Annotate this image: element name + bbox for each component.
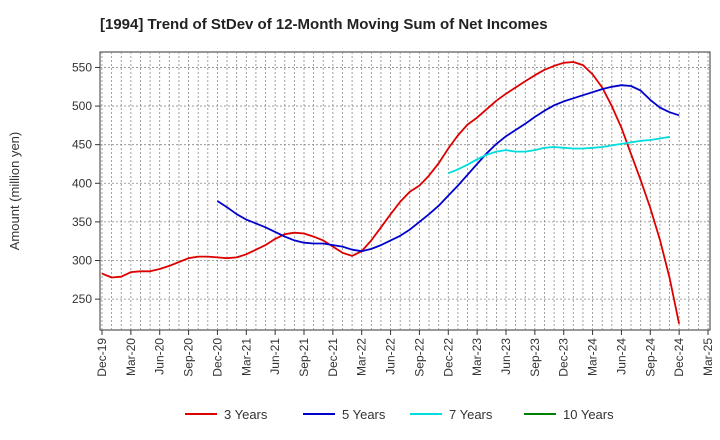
legend-label: 7 Years <box>449 407 493 422</box>
x-tick-label: Dec-24 <box>672 338 686 377</box>
y-tick-label: 450 <box>72 138 92 152</box>
x-tick-label: Sep-23 <box>528 338 542 377</box>
x-tick-label: Dec-23 <box>557 338 571 377</box>
x-tick-label: Jun-21 <box>268 338 282 375</box>
x-tick-label: Mar-20 <box>124 338 138 376</box>
x-tick-label: Mar-24 <box>586 338 600 376</box>
y-tick-label: 250 <box>72 292 92 306</box>
series-lines <box>101 61 680 324</box>
x-tick-label: Mar-23 <box>470 338 484 376</box>
x-tick-label: Dec-20 <box>210 338 224 377</box>
series-line-7-years <box>447 136 670 175</box>
x-tick-label: Jun-24 <box>614 338 628 375</box>
x-tick-label: Sep-24 <box>643 338 657 377</box>
chart-title: [1994] Trend of StDev of 12-Month Moving… <box>100 16 548 33</box>
x-tick-label: Mar-22 <box>355 338 369 376</box>
y-tick-label: 400 <box>72 176 92 190</box>
x-tick-label: Sep-21 <box>297 338 311 377</box>
x-axis-ticks: Dec-19 Mar-20 Jun-20 Sep-20 Dec-20 Mar-21 Jun-… <box>95 330 715 377</box>
y-tick-label: 350 <box>72 215 92 229</box>
x-tick-label: Jun-22 <box>384 338 398 375</box>
legend-label: 5 Years <box>342 407 386 422</box>
series-line-3-years <box>101 61 680 324</box>
x-tick-label: Dec-21 <box>326 338 340 377</box>
x-tick-label: Jun-23 <box>499 338 513 375</box>
plot-area <box>99 51 711 331</box>
legend-label: 3 Years <box>224 407 268 422</box>
x-tick-label: Dec-19 <box>95 338 109 377</box>
x-tick-label: Mar-21 <box>239 338 253 376</box>
x-tick-label: Sep-22 <box>412 338 426 377</box>
x-tick-label: Jun-20 <box>153 338 167 375</box>
series-line-5-years <box>216 84 680 253</box>
y-axis-label: Amount (million yen) <box>7 132 22 251</box>
y-axis-ticks: 250 300 350 400 450 500 550 <box>72 60 100 306</box>
x-tick-label: Sep-20 <box>182 338 196 377</box>
x-tick-label: Mar-25 <box>701 338 715 376</box>
y-tick-label: 550 <box>72 60 92 74</box>
grid-lines <box>100 52 710 330</box>
y-tick-label: 300 <box>72 254 92 268</box>
x-tick-label: Dec-22 <box>441 338 455 377</box>
y-tick-label: 500 <box>72 99 92 113</box>
legend-label: 10 Years <box>563 407 614 422</box>
legend: 3 Years 5 Years 7 Years 10 Years <box>185 407 614 422</box>
